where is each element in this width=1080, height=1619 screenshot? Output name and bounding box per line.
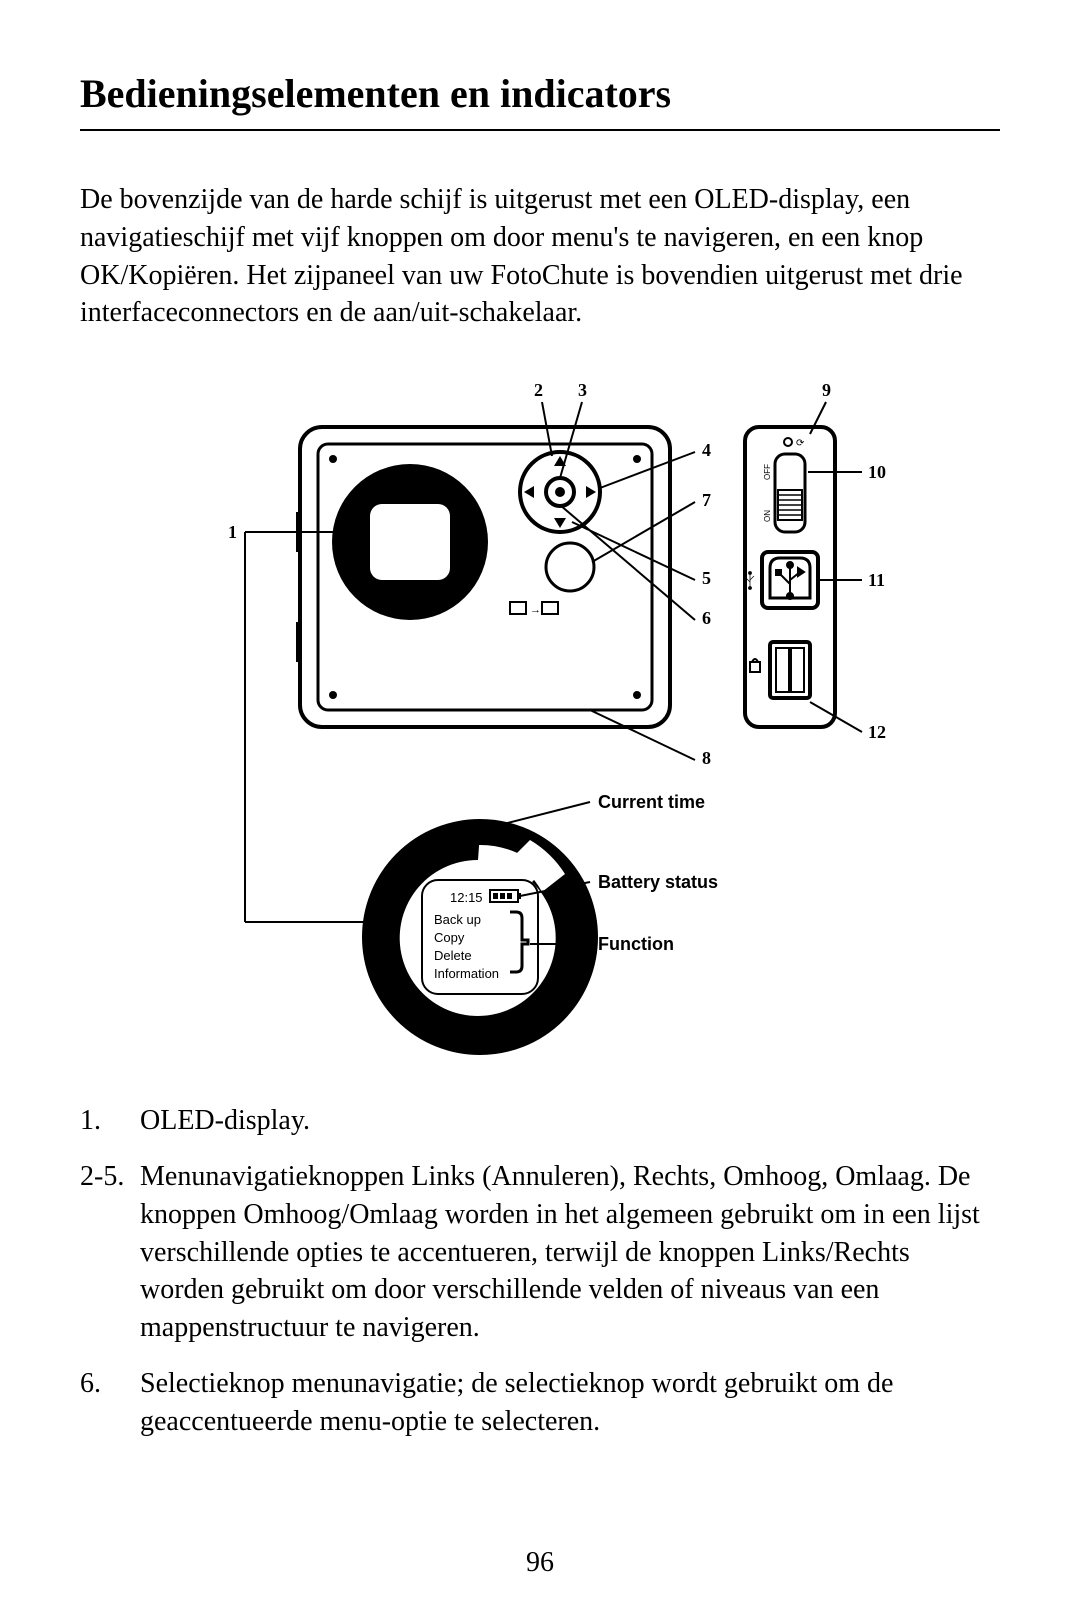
list-text: OLED-display. xyxy=(140,1102,1000,1140)
list-text: Menunavigatieknoppen Links (Annuleren), … xyxy=(140,1158,1000,1347)
list-item: 1. OLED-display. xyxy=(80,1102,1000,1140)
callout-10: 10 xyxy=(868,462,886,482)
callout-6: 6 xyxy=(702,608,711,628)
svg-text:→: → xyxy=(530,604,541,616)
list-item: 2-5. Menunavigatieknoppen Links (Annuler… xyxy=(80,1158,1000,1347)
list-item: 6. Selectieknop menunavigatie; de select… xyxy=(80,1365,1000,1441)
callout-8: 8 xyxy=(702,748,711,768)
menu-item-3: Information xyxy=(434,966,499,981)
list-text: Selectieknop menunavigatie; de selectiek… xyxy=(140,1365,1000,1441)
list-num: 6. xyxy=(80,1365,140,1441)
list-num: 2-5. xyxy=(80,1158,140,1347)
callout-4: 4 xyxy=(702,440,711,460)
page-title: Bedieningselementen en indicators xyxy=(80,70,1000,131)
callout-7: 7 xyxy=(702,490,711,510)
intro-paragraph: De bovenzijde van de harde schijf is uit… xyxy=(80,181,1000,332)
definition-list: 1. OLED-display. 2-5. Menunavigatieknopp… xyxy=(80,1102,1000,1440)
off-label: OFF xyxy=(763,464,772,480)
on-label: ON xyxy=(763,510,772,522)
list-num: 1. xyxy=(80,1102,140,1140)
label-function: Function xyxy=(598,934,674,954)
label-current-time: Current time xyxy=(598,792,705,812)
callout-3: 3 xyxy=(578,380,587,400)
menu-item-0: Back up xyxy=(434,912,481,927)
svg-text:⟳: ⟳ xyxy=(796,438,805,449)
manual-page: Bedieningselementen en indicators De bov… xyxy=(0,0,1080,1619)
callout-1: 1 xyxy=(228,522,237,542)
callout-12: 12 xyxy=(868,722,886,742)
device-diagram: → OFF ON ⟳ xyxy=(80,362,1000,1072)
callout-5: 5 xyxy=(702,568,711,588)
callout-11: 11 xyxy=(868,570,885,590)
diagram-svg: → OFF ON ⟳ xyxy=(190,362,890,1072)
label-battery-status: Battery status xyxy=(598,872,718,892)
page-number: 96 xyxy=(0,1547,1080,1579)
menu-item-2: Delete xyxy=(434,948,472,963)
detail-time: 12:15 xyxy=(450,890,483,905)
menu-item-1: Copy xyxy=(434,930,465,945)
callout-2: 2 xyxy=(534,380,543,400)
callout-9: 9 xyxy=(822,380,831,400)
